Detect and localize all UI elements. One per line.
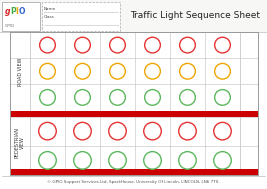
Circle shape	[40, 63, 55, 79]
FancyBboxPatch shape	[42, 2, 120, 31]
Circle shape	[109, 122, 126, 140]
Circle shape	[180, 63, 195, 79]
Text: Name: Name	[44, 7, 56, 11]
Circle shape	[40, 37, 55, 53]
Text: Class: Class	[44, 15, 55, 19]
Circle shape	[144, 122, 161, 140]
Circle shape	[145, 63, 160, 79]
Text: I: I	[15, 7, 18, 16]
Text: Traffic Light Sequence Sheet: Traffic Light Sequence Sheet	[130, 12, 260, 20]
Circle shape	[214, 152, 231, 169]
Bar	[10, 111, 258, 116]
Text: PEDESTRIAN
VIEW: PEDESTRIAN VIEW	[15, 127, 25, 158]
Circle shape	[74, 122, 91, 140]
Circle shape	[39, 152, 56, 169]
Circle shape	[215, 37, 230, 53]
Circle shape	[180, 90, 195, 105]
Circle shape	[145, 37, 160, 53]
Circle shape	[39, 122, 56, 140]
Circle shape	[110, 63, 125, 79]
Circle shape	[109, 152, 126, 169]
Circle shape	[180, 37, 195, 53]
Circle shape	[110, 90, 125, 105]
Bar	[240, 169, 258, 175]
Text: GPIO: GPIO	[5, 24, 15, 28]
Circle shape	[75, 63, 90, 79]
Bar	[10, 169, 258, 175]
Bar	[0, 0, 267, 32]
Circle shape	[145, 90, 160, 105]
Bar	[2, 2, 40, 31]
Circle shape	[40, 90, 55, 105]
Circle shape	[74, 152, 91, 169]
Text: ROAD VIEW: ROAD VIEW	[18, 57, 22, 85]
Bar	[240, 111, 258, 116]
Text: P: P	[10, 7, 16, 16]
Circle shape	[75, 90, 90, 105]
Circle shape	[75, 37, 90, 53]
Text: © GPIO Support Services Ltd, SparkHouse, University Of Lincoln, LINCOLN, LN6 7TS: © GPIO Support Services Ltd, SparkHouse,…	[47, 180, 220, 184]
Bar	[10, 32, 258, 175]
Circle shape	[214, 122, 231, 140]
Circle shape	[215, 63, 230, 79]
Circle shape	[179, 152, 196, 169]
Circle shape	[110, 37, 125, 53]
Bar	[0, 175, 267, 189]
Text: g: g	[5, 7, 10, 16]
Bar	[10, 32, 258, 175]
Circle shape	[179, 122, 196, 140]
Circle shape	[215, 90, 230, 105]
Text: O: O	[19, 7, 26, 16]
Circle shape	[144, 152, 161, 169]
